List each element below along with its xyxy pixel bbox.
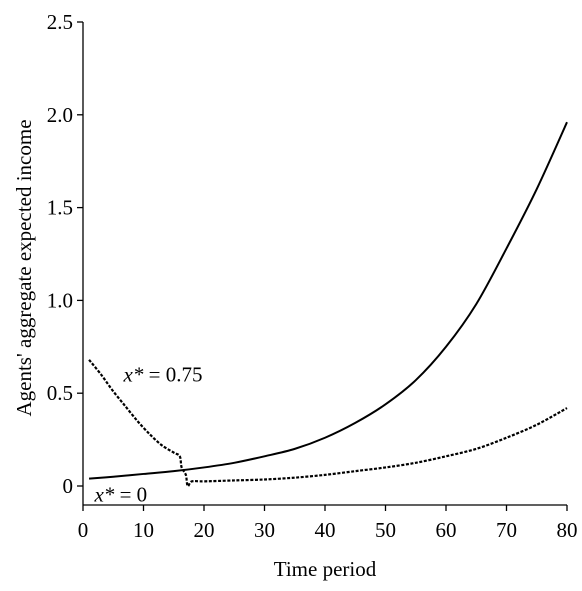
x-tick-label: 70 [496,518,517,542]
y-tick-label: 0.5 [47,381,73,405]
x-ticks: 0 10 20 30 40 50 60 70 80 [78,505,578,542]
y-tick-label: 2.0 [47,103,73,127]
x-tick-label: 80 [557,518,578,542]
x-tick-label: 30 [254,518,275,542]
y-ticks: 0 0.5 1.0 1.5 2.0 2.5 [47,10,83,498]
y-tick-label: 0 [63,474,74,498]
x-tick-label: 10 [133,518,154,542]
annotation-x-star-075: x* = 0.75 [123,363,203,387]
x-tick-label: 40 [315,518,336,542]
series-line-x-star-0 [88,121,568,480]
annotation-var: x* [93,482,114,506]
x-tick-label: 0 [78,518,89,542]
x-tick-label: 20 [194,518,215,542]
x-tick-label: 60 [436,518,457,542]
axes [82,22,567,506]
annotation-value: = 0 [114,482,147,506]
x-tick-label: 50 [375,518,396,542]
y-tick-label: 1.5 [47,196,73,220]
annotation-value: = 0.75 [143,363,202,387]
annotation-x-star-0: x* = 0 [93,482,147,506]
y-tick-label: 2.5 [47,10,73,34]
points-layer [88,121,568,487]
annotation-var: x* [123,363,144,387]
y-tick-label: 1.0 [47,288,73,312]
x-axis-title: Time period [274,557,377,581]
y-axis-title: Agents' aggregate expected income [12,119,36,416]
series-layer [88,121,568,488]
series-line-x-star-075 [88,359,568,488]
